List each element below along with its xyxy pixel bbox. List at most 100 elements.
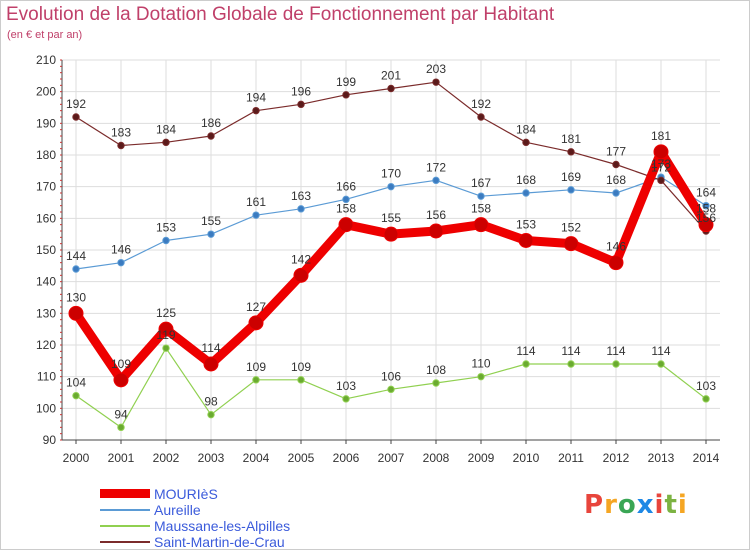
- data-point: [387, 182, 395, 191]
- legend-swatch: [100, 489, 150, 498]
- data-point: [252, 211, 260, 219]
- data-point: [207, 410, 215, 419]
- x-tick-label: 2006: [333, 451, 360, 465]
- data-label: 114: [516, 344, 535, 358]
- data-point: [72, 391, 80, 400]
- data-label: 153: [516, 218, 536, 232]
- data-label: 114: [201, 341, 220, 355]
- data-label: 108: [426, 363, 446, 377]
- x-tick-label: 2000: [63, 451, 90, 465]
- data-point: [162, 138, 170, 147]
- data-point: [612, 189, 620, 197]
- data-label: 114: [651, 344, 670, 358]
- data-label: 155: [381, 211, 401, 225]
- data-point: [522, 138, 530, 147]
- y-tick-label: 200: [36, 85, 56, 99]
- data-point: [162, 236, 170, 245]
- y-tick-label: 210: [36, 53, 56, 67]
- data-point: [252, 376, 260, 384]
- data-point: [72, 265, 80, 273]
- data-point: [698, 217, 714, 233]
- data-label: 158: [696, 202, 716, 216]
- data-label: 161: [246, 195, 266, 209]
- data-point: [563, 236, 579, 252]
- proxiti-logo: Proxiti: [584, 490, 688, 520]
- data-point: [477, 192, 485, 200]
- data-label: 114: [561, 344, 580, 358]
- data-point: [657, 176, 665, 185]
- data-label: 167: [471, 176, 491, 190]
- data-label: 183: [111, 126, 131, 140]
- legend-label: Aureille: [154, 502, 201, 518]
- data-label: 94: [114, 407, 128, 421]
- data-label: 144: [66, 249, 86, 263]
- data-point: [297, 205, 305, 213]
- data-point: [383, 226, 399, 242]
- data-label: 170: [381, 167, 401, 181]
- data-point: [567, 186, 575, 194]
- data-label: 164: [696, 186, 716, 200]
- data-label: 156: [426, 208, 446, 222]
- x-tick-label: 2012: [603, 451, 630, 465]
- data-point: [522, 189, 530, 197]
- x-tick-label: 2008: [423, 451, 450, 465]
- data-point: [158, 321, 174, 337]
- data-label: 146: [111, 243, 131, 257]
- data-label: 106: [381, 369, 401, 383]
- data-point: [612, 360, 620, 368]
- x-tick-label: 2002: [153, 451, 180, 465]
- data-label: 192: [66, 97, 86, 111]
- data-point: [293, 267, 309, 283]
- data-point: [387, 385, 395, 394]
- data-label: 196: [291, 84, 311, 98]
- data-point: [702, 201, 710, 210]
- chart-subtitle: (en € et par an): [7, 29, 83, 41]
- logo-letter: i: [677, 490, 688, 520]
- data-point: [432, 78, 440, 86]
- x-tick-label: 2010: [513, 451, 540, 465]
- data-point: [518, 233, 534, 248]
- data-point: [432, 176, 440, 185]
- data-label: 199: [336, 75, 356, 89]
- data-point: [117, 258, 125, 267]
- data-point: [567, 148, 575, 156]
- x-tick-label: 2005: [288, 451, 315, 465]
- data-label: 109: [291, 360, 311, 374]
- data-label: 186: [201, 116, 221, 130]
- y-tick-label: 130: [36, 306, 56, 320]
- data-point: [608, 255, 624, 271]
- logo-letter: i: [654, 490, 665, 520]
- data-label: 103: [336, 379, 356, 393]
- y-tick-label: 90: [43, 433, 57, 447]
- data-label: 173: [651, 157, 671, 171]
- legend-label: Maussane-les-Alpilles: [154, 518, 291, 534]
- data-point: [72, 113, 80, 121]
- data-label: 181: [561, 132, 581, 146]
- data-label: 163: [291, 189, 311, 203]
- data-label: 103: [696, 379, 716, 393]
- data-label: 181: [651, 129, 671, 143]
- data-label: 184: [156, 122, 176, 136]
- data-label: 109: [111, 357, 131, 371]
- data-point: [612, 160, 620, 169]
- data-point: [477, 113, 485, 121]
- y-tick-label: 140: [36, 275, 56, 289]
- data-point: [113, 372, 129, 388]
- y-tick-label: 160: [36, 211, 56, 225]
- y-tick-label: 100: [36, 401, 56, 415]
- data-label: 127: [246, 300, 266, 314]
- data-label: 168: [516, 173, 536, 187]
- data-point: [338, 217, 354, 233]
- data-label: 156: [696, 211, 716, 225]
- data-point: [342, 91, 350, 99]
- x-tick-label: 2001: [108, 451, 135, 465]
- data-point: [297, 100, 305, 109]
- data-point: [117, 423, 125, 432]
- data-label: 114: [606, 344, 625, 358]
- data-point: [252, 106, 260, 115]
- data-label: 203: [426, 62, 446, 76]
- data-point: [477, 372, 485, 381]
- data-label: 158: [336, 202, 356, 216]
- x-tick-label: 2009: [468, 451, 495, 465]
